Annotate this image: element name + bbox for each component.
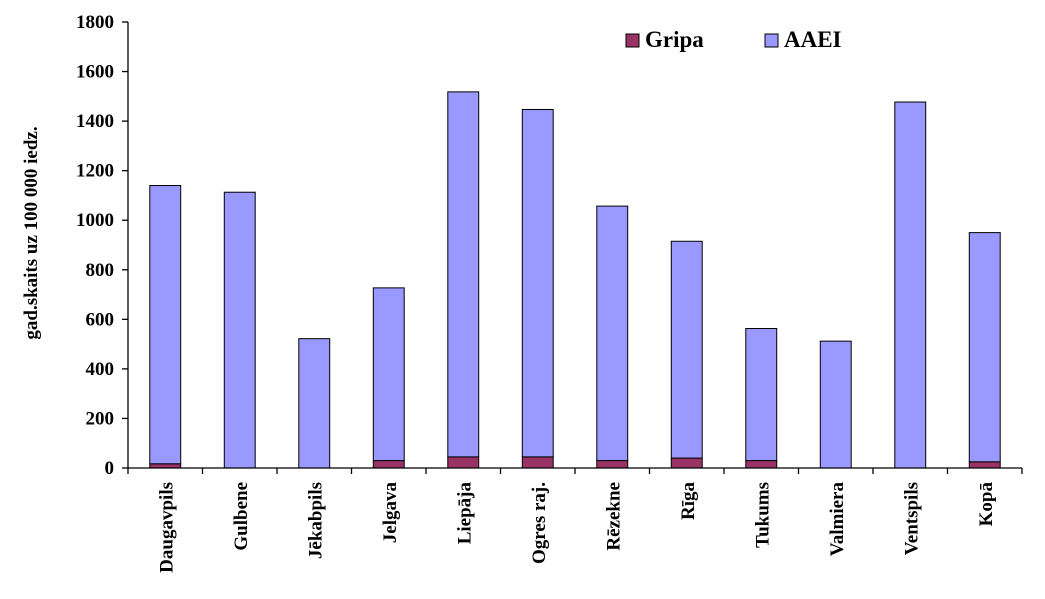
legend-label-gripa: Gripa <box>645 27 704 52</box>
bar-aaei-2 <box>298 338 331 469</box>
bar-aaei-8 <box>745 328 778 462</box>
y-tick-label: 1000 <box>76 210 114 231</box>
y-tick-label: 800 <box>86 260 115 281</box>
legend-label-aaei: AAEI <box>784 27 842 52</box>
bar-aaei-3 <box>372 287 405 462</box>
x-tick-label: Rīga <box>678 482 699 521</box>
bar-aaei-10 <box>894 101 927 469</box>
x-axis: Daugavpils Gulbene Jēkabpils Jelgava Liepāja… <box>127 467 1023 573</box>
y-tick-label: 400 <box>86 359 115 380</box>
x-tick-label: Kopā <box>976 482 997 527</box>
x-tick-label: Jēkabpils <box>305 482 326 559</box>
y-tick-label: 1200 <box>76 161 114 182</box>
bar-aaei-5 <box>521 108 554 458</box>
legend-swatch-gripa <box>625 33 640 48</box>
bar-gripa-4 <box>447 456 480 469</box>
bar-aaei-4 <box>447 91 480 458</box>
legend: Gripa AAEI <box>625 27 842 52</box>
bar-aaei-6 <box>596 205 629 462</box>
plot-area <box>149 91 1001 469</box>
x-tick-label: Valmiera <box>827 482 848 557</box>
x-tick-label: Liepāja <box>454 482 475 545</box>
y-tick-label: 1400 <box>76 111 114 132</box>
x-tick-label: Jelgava <box>380 482 401 544</box>
bar-gripa-6 <box>596 460 629 469</box>
bar-aaei-7 <box>670 240 703 459</box>
x-tick-label: Ogres raj. <box>529 482 550 564</box>
bar-gripa-8 <box>745 460 778 469</box>
bar-aaei-11 <box>968 232 1001 463</box>
y-tick-label: 1800 <box>76 12 114 33</box>
bar-gripa-7 <box>670 457 703 469</box>
x-tick-label: Ventspils <box>901 482 922 555</box>
y-tick-label: 0 <box>105 458 115 479</box>
bar-aaei-9 <box>819 340 852 469</box>
bar-aaei-1 <box>223 191 256 469</box>
bar-gripa-11 <box>968 461 1001 469</box>
x-tick-label: Tukums <box>752 482 773 548</box>
x-tick-label: Rēzekne <box>603 482 624 551</box>
legend-swatch-aaei <box>764 33 779 48</box>
y-tick-label: 600 <box>86 309 115 330</box>
bar-aaei-0 <box>149 185 182 465</box>
x-tick-label: Daugavpils <box>156 482 177 573</box>
x-tick-label: Gulbene <box>231 482 252 551</box>
y-tick-label: 1600 <box>76 62 114 83</box>
bar-gripa-5 <box>521 456 554 469</box>
y-axis: 0 200 400 600 800 1000 1200 1400 1600 1800 <box>76 12 129 479</box>
bar-gripa-3 <box>372 460 405 469</box>
y-tick-label: 200 <box>86 408 115 429</box>
y-axis-label: gad.skaits uz 100 000 iedz. <box>21 126 42 339</box>
